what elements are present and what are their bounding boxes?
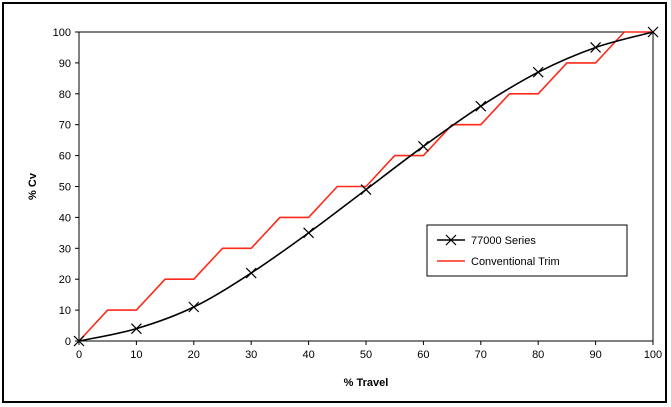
series-layer (73, 26, 659, 347)
data-point-marker (303, 227, 315, 239)
x-tick-label: 100 (644, 349, 662, 361)
data-point-marker (417, 140, 429, 152)
y-axis-label: % Cv (27, 172, 39, 200)
data-point-marker (445, 234, 457, 246)
data-point-marker (532, 66, 544, 78)
x-tick-label: 20 (188, 349, 200, 361)
data-point-marker (188, 301, 200, 313)
x-tick-label: 90 (589, 349, 601, 361)
legend-label: 77000 Series (471, 235, 536, 247)
y-tick-label: 40 (59, 212, 71, 224)
x-tick-label: 30 (245, 349, 257, 361)
legend-label: Conventional Trim (471, 256, 560, 268)
y-tick-label: 10 (59, 305, 71, 317)
data-point-marker (475, 100, 487, 112)
y-tick-label: 20 (59, 274, 71, 286)
x-tick-label: 10 (130, 349, 142, 361)
series-line (78, 31, 653, 342)
data-point-marker (647, 26, 659, 38)
legend-item: Conventional Trim (437, 256, 560, 268)
x-tick-label: 60 (417, 349, 429, 361)
data-point-marker (73, 335, 85, 347)
data-point-marker (130, 323, 142, 335)
data-point-marker (360, 184, 372, 196)
x-axis: 0 10 20 30 40 50 60 70 80 90 100 (76, 341, 662, 361)
legend: 77000 Series Conventional Trim (426, 224, 628, 277)
x-axis-label: % Travel (344, 377, 389, 389)
legend-box (426, 224, 628, 277)
y-tick-label: 30 (59, 243, 71, 255)
x-tick-label: 50 (360, 349, 372, 361)
x-tick-label: 80 (532, 349, 544, 361)
series-conventional-trim (78, 31, 653, 342)
series-77000-series (73, 26, 659, 347)
y-tick-label: 0 (65, 336, 71, 348)
x-tick-label: 70 (475, 349, 487, 361)
y-tick-label: 50 (59, 182, 71, 194)
x-tick-label: 0 (76, 349, 82, 361)
legend-item: 77000 Series (437, 234, 536, 247)
y-tick-label: 60 (59, 151, 71, 163)
data-point-marker (590, 42, 602, 53)
chart-frame (2, 2, 667, 403)
y-tick-label: 90 (59, 58, 71, 70)
y-axis: 0 10 20 30 40 50 60 70 80 90 100 (53, 27, 79, 348)
data-point-marker (245, 267, 257, 279)
x-tick-label: 40 (302, 349, 314, 361)
y-tick-label: 70 (59, 120, 71, 132)
y-tick-label: 100 (53, 27, 71, 39)
y-tick-label: 80 (59, 89, 71, 101)
